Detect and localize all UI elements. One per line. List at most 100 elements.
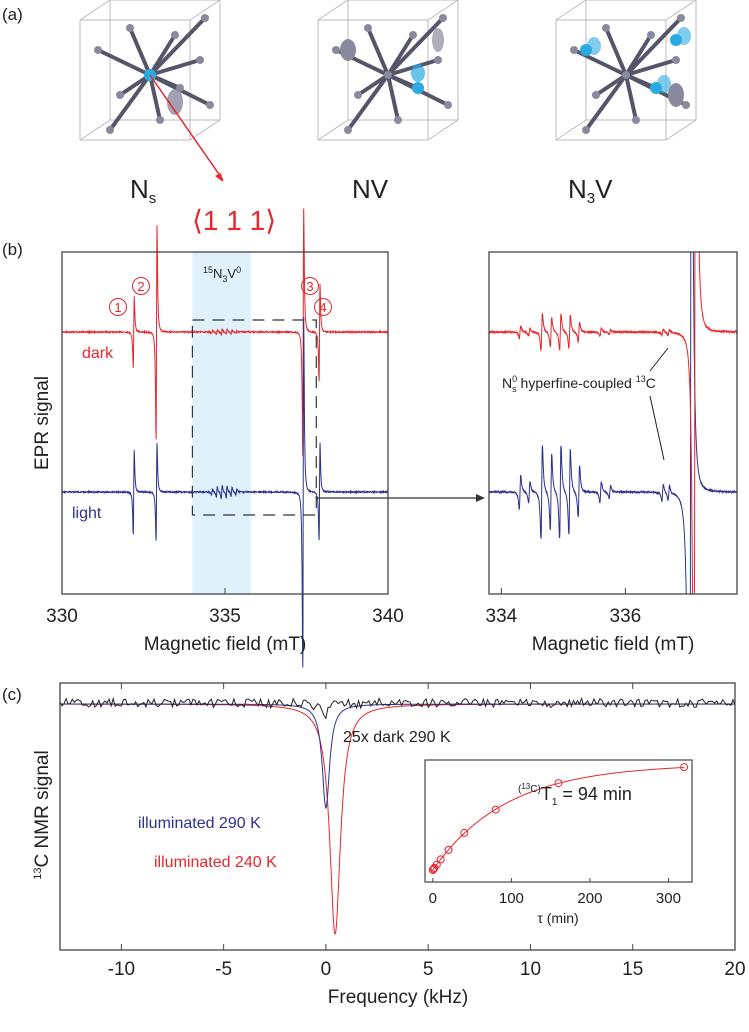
inset-x-tick-label: 300 — [656, 890, 681, 907]
x-tick-label: -10 — [108, 959, 135, 980]
peak-marker-circle — [314, 298, 332, 316]
carbon-atom — [682, 101, 690, 109]
shaded-region-n3v — [192, 252, 252, 594]
peak-marker-label: 2 — [137, 279, 144, 294]
cube-edge — [665, 119, 697, 141]
peak-marker-circle — [132, 277, 150, 295]
panel-label-b: (b) — [2, 240, 23, 259]
inset-data-point — [432, 860, 441, 869]
bond — [594, 73, 628, 97]
x-axis-label: Frequency (kHz) — [328, 987, 468, 1008]
label-dark-290k: 25x dark 290 K — [343, 729, 451, 746]
zoom-box — [191, 319, 317, 516]
x-tick-label: 340 — [372, 606, 404, 627]
carbon-atom — [592, 91, 600, 99]
x-tick-label: 20 — [724, 959, 745, 980]
bond — [148, 16, 207, 77]
annotation-arrow — [649, 347, 669, 372]
cube-edge — [427, 119, 459, 141]
x-tick-label: -5 — [215, 959, 232, 980]
carbon-atom — [94, 46, 102, 54]
bond — [108, 73, 152, 132]
orbital-lobe — [340, 39, 356, 61]
inset-data-point — [554, 779, 563, 788]
x-tick-label: 0 — [321, 959, 332, 980]
cube-edge — [79, 119, 111, 141]
inset-fit-line — [432, 767, 685, 871]
orbital-lobe — [411, 64, 425, 82]
carbon-atom — [206, 101, 214, 109]
structure-label-nv: NV — [352, 174, 389, 204]
bond — [624, 74, 638, 121]
cube-edge — [555, 0, 587, 21]
cube-edge — [189, 0, 221, 21]
x-tick-label: 330 — [46, 606, 78, 627]
carbon-atom — [672, 56, 680, 64]
carbon-atom — [444, 101, 452, 109]
axes-frame-c — [59, 682, 736, 951]
bond — [356, 73, 390, 97]
peak-marker-label: 1 — [114, 300, 121, 315]
label-illuminated-240k: illuminated 240 K — [154, 854, 277, 871]
crystal-structure-0 — [79, 0, 224, 182]
cube-edge — [189, 119, 221, 141]
bond — [624, 16, 683, 77]
annotation-arrow — [649, 395, 665, 461]
legend-light: light — [72, 505, 102, 522]
carbon-atom — [439, 14, 447, 22]
carbon-atom — [344, 126, 352, 134]
bond — [366, 27, 390, 76]
carbon-atom — [602, 24, 610, 32]
bond — [625, 58, 677, 77]
inset-data-point — [428, 866, 437, 874]
carbon-atom — [582, 126, 590, 134]
direction-label-111: ⟨1 1 1⟩ — [192, 205, 276, 236]
x-tick-label: 5 — [423, 959, 434, 980]
inset-x-tick-label: 0 — [429, 890, 437, 907]
crystal-structure-1 — [317, 0, 459, 141]
inset-t1-annotation: (13C)T1 = 94 min — [518, 782, 632, 808]
bond — [386, 74, 400, 121]
carbon-atom — [126, 24, 134, 32]
x-tick-label: 15 — [622, 959, 643, 980]
carbon-atom — [647, 31, 655, 39]
cube-edge — [317, 119, 349, 141]
panel-label-c: (c) — [2, 685, 22, 704]
axes-frame-b-right — [488, 251, 738, 595]
carbon-atom — [364, 24, 372, 32]
orbital-lobe — [432, 28, 444, 52]
carbon-atom — [409, 31, 417, 39]
nmr-panel: -10 -5 0 5 10 15 20 Frequency (kHz) 13C NMR sign… — [32, 682, 746, 1008]
series-dark-line — [61, 208, 389, 457]
inset-data-point — [460, 828, 469, 837]
carbon-atom — [354, 91, 362, 99]
bond — [148, 74, 162, 121]
cube-edge — [79, 0, 111, 21]
inset-data-point — [436, 855, 445, 864]
inset-data-point — [444, 845, 453, 854]
carbon-atom — [394, 116, 402, 124]
bond — [118, 73, 152, 97]
x-tick-label: 336 — [610, 606, 642, 627]
peak-marker-circle — [109, 298, 127, 316]
bond — [604, 27, 628, 76]
carbon-atom — [156, 116, 164, 124]
carbon-atom — [570, 46, 578, 54]
series-light-line — [61, 316, 389, 668]
carbon-atom — [332, 46, 340, 54]
carbon-atom — [434, 56, 442, 64]
crystal-structures — [79, 0, 697, 182]
panel-label-a: (a) — [2, 5, 23, 24]
inset-x-axis-label: τ (min) — [537, 910, 578, 926]
orbital-lobe — [587, 37, 601, 55]
bond — [149, 58, 201, 77]
series-dark-290k-line — [59, 696, 736, 720]
series-illuminated-290k-line — [60, 703, 735, 810]
inset-data-point — [680, 763, 689, 772]
bond — [346, 73, 390, 132]
carbon-atom — [384, 71, 392, 79]
bond — [128, 27, 152, 76]
peak-marker-circle — [301, 277, 319, 295]
carbon-atom — [201, 14, 209, 22]
direction-arrow — [149, 74, 224, 181]
